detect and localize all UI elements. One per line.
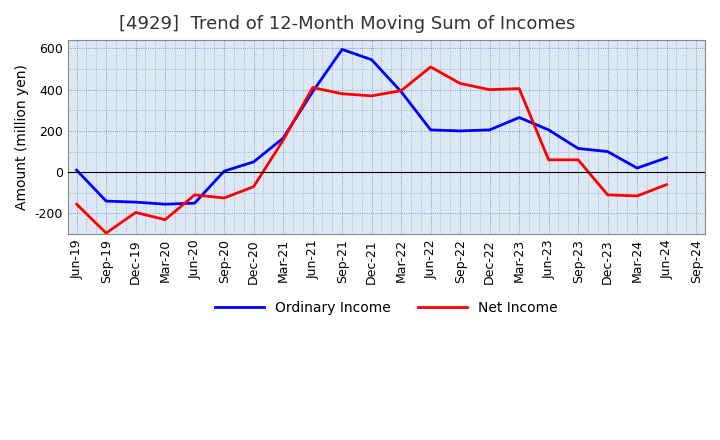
- Ordinary Income: [367, 57, 376, 62]
- Line: Ordinary Income: Ordinary Income: [76, 49, 667, 204]
- Ordinary Income: [603, 149, 612, 154]
- Ordinary Income: [515, 115, 523, 120]
- Ordinary Income: [279, 136, 287, 141]
- Ordinary Income: [102, 198, 110, 204]
- Ordinary Income: [397, 89, 405, 94]
- Ordinary Income: [633, 165, 642, 171]
- Net Income: [220, 195, 228, 201]
- Net Income: [662, 182, 671, 187]
- Net Income: [515, 86, 523, 91]
- Net Income: [72, 202, 81, 207]
- Ordinary Income: [485, 127, 494, 132]
- Net Income: [190, 192, 199, 198]
- Net Income: [279, 138, 287, 143]
- Ordinary Income: [574, 146, 582, 151]
- Net Income: [426, 64, 435, 70]
- Ordinary Income: [308, 89, 317, 94]
- Net Income: [397, 88, 405, 93]
- Net Income: [544, 157, 553, 162]
- Ordinary Income: [456, 128, 464, 134]
- Ordinary Income: [190, 201, 199, 206]
- Y-axis label: Amount (million yen): Amount (million yen): [15, 64, 29, 210]
- Text: [4929]  Trend of 12-Month Moving Sum of Incomes: [4929] Trend of 12-Month Moving Sum of I…: [119, 15, 575, 33]
- Ordinary Income: [426, 127, 435, 132]
- Net Income: [102, 231, 110, 236]
- Net Income: [485, 87, 494, 92]
- Net Income: [367, 93, 376, 99]
- Net Income: [574, 157, 582, 162]
- Ordinary Income: [338, 47, 346, 52]
- Ordinary Income: [220, 169, 228, 174]
- Net Income: [633, 193, 642, 198]
- Net Income: [161, 217, 169, 222]
- Net Income: [338, 91, 346, 96]
- Net Income: [308, 85, 317, 90]
- Net Income: [131, 210, 140, 215]
- Net Income: [456, 81, 464, 86]
- Line: Net Income: Net Income: [76, 67, 667, 233]
- Ordinary Income: [72, 168, 81, 173]
- Net Income: [603, 192, 612, 198]
- Ordinary Income: [544, 127, 553, 132]
- Ordinary Income: [249, 159, 258, 165]
- Ordinary Income: [131, 199, 140, 205]
- Net Income: [249, 184, 258, 189]
- Legend: Ordinary Income, Net Income: Ordinary Income, Net Income: [210, 295, 563, 320]
- Ordinary Income: [161, 202, 169, 207]
- Ordinary Income: [662, 155, 671, 161]
